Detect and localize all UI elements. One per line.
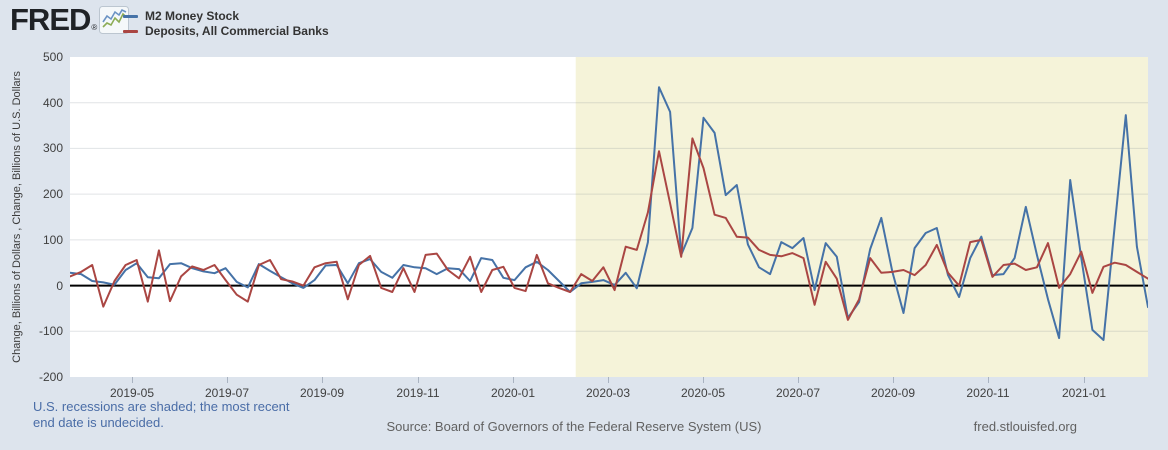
y-tick-label: 500	[42, 50, 63, 64]
x-tick-label: 2020-01	[490, 386, 536, 400]
plot-svg	[70, 57, 1148, 377]
recession-note-line2: end date is undecided.	[33, 415, 164, 430]
x-tick-label: 2019-09	[299, 386, 345, 400]
x-tick-mark	[513, 377, 514, 383]
series-line-deposits-all-commercial-banks[interactable]	[70, 137, 1148, 321]
y-axis-title: Change, Billions of Dollars , Change, Bi…	[11, 71, 23, 363]
x-tick-mark	[893, 377, 894, 383]
x-tick-label: 2020-03	[585, 386, 631, 400]
x-tick-label: 2019-07	[204, 386, 250, 400]
y-tick-label: -200	[38, 370, 63, 384]
legend-swatch-m2	[123, 14, 138, 18]
registered-mark: ®	[91, 23, 98, 32]
x-tick-label: 2021-01	[1061, 386, 1107, 400]
x-tick-mark	[227, 377, 228, 383]
y-tick-label: 400	[42, 95, 63, 110]
plot-area[interactable]	[70, 57, 1148, 377]
legend-item-deposits[interactable]: Deposits, All Commercial Banks	[123, 24, 329, 38]
y-tick-label: 200	[42, 187, 63, 202]
x-tick-label: 2019-05	[109, 386, 155, 400]
x-tick-label: 2019-11	[396, 386, 440, 400]
fred-logo-text: FRED	[10, 2, 91, 37]
y-tick-label: 300	[42, 141, 63, 156]
x-tick-label: 2020-11	[966, 386, 1010, 400]
fred-logo-chart-icon	[99, 6, 130, 34]
x-tick-mark	[322, 377, 323, 383]
series-line-m2-money-stock[interactable]	[70, 86, 1148, 341]
x-tick-label: 2020-09	[870, 386, 916, 400]
x-tick-mark	[1084, 377, 1085, 383]
site-url: fred.stlouisfed.org	[973, 419, 1077, 434]
source-text: Source: Board of Governors of the Federa…	[386, 419, 762, 434]
legend-label-deposits: Deposits, All Commercial Banks	[145, 24, 329, 38]
y-tick-label: -100	[38, 324, 63, 339]
recession-band	[575, 57, 1148, 377]
x-tick-mark	[988, 377, 989, 383]
fred-logo: FRED ®	[10, 2, 130, 37]
x-tick-label: 2020-05	[680, 386, 726, 400]
x-tick-mark	[132, 377, 133, 383]
legend: M2 Money Stock Deposits, All Commercial …	[123, 9, 329, 39]
legend-swatch-deposits	[123, 29, 138, 33]
legend-item-m2-money-stock[interactable]: M2 Money Stock	[123, 9, 329, 23]
x-tick-mark	[608, 377, 609, 383]
x-tick-mark	[798, 377, 799, 383]
x-tick-mark	[418, 377, 419, 383]
legend-label-m2: M2 Money Stock	[145, 9, 240, 23]
recession-note: U.S. recessions are shaded; the most rec…	[33, 399, 290, 431]
x-tick-label: 2020-07	[775, 386, 821, 400]
recession-note-line1: U.S. recessions are shaded; the most rec…	[33, 399, 290, 414]
y-tick-label: 0	[56, 278, 63, 293]
y-tick-label: 100	[42, 232, 63, 247]
x-tick-mark	[703, 377, 704, 383]
